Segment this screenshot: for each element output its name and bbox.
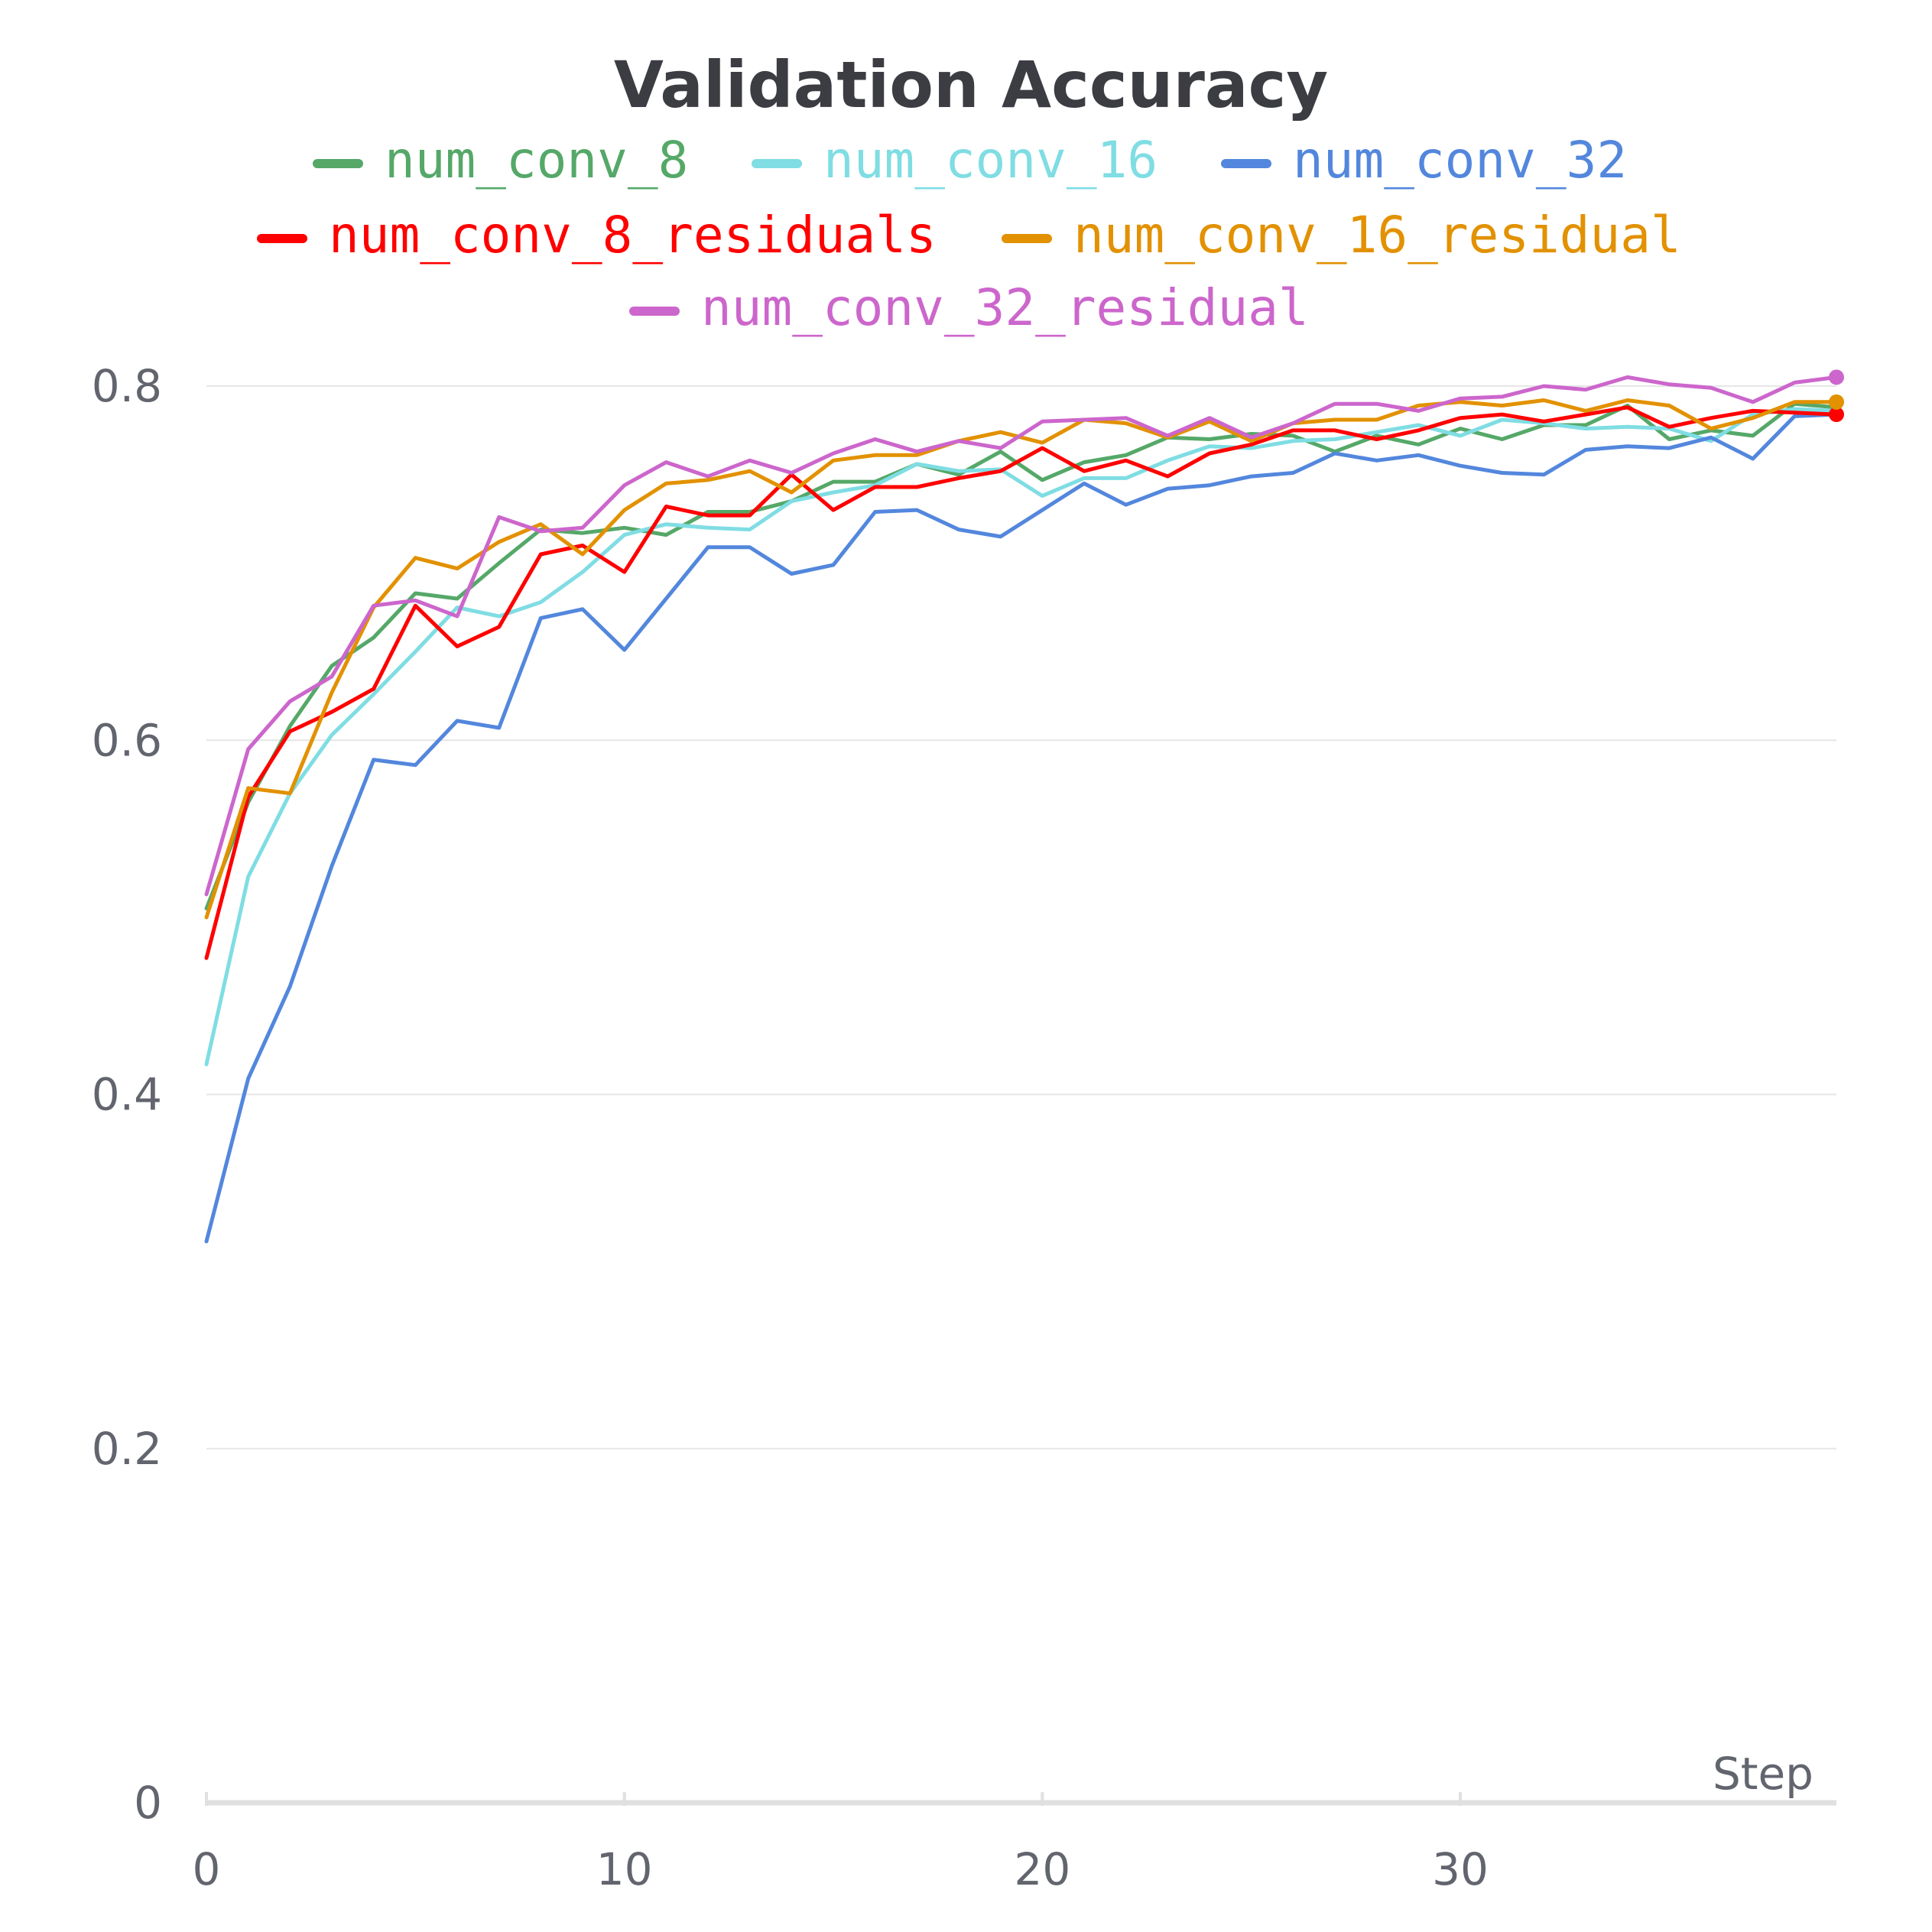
y-axis: 0 0.2 0.4 0.6 0.8 [92, 360, 162, 1829]
series-line-num-conv-32-residual [204, 375, 1839, 897]
x-tick-label: 30 [1432, 1843, 1489, 1895]
legend-item-num-conv-8-residuals[interactable]: num_conv_8_residuals [257, 206, 937, 265]
legend-label: num_conv_32_residual [701, 278, 1309, 337]
series-line-num-conv-8 [204, 401, 1839, 911]
y-tick-label: 0.8 [92, 360, 162, 412]
legend-label: num_conv_32 [1293, 131, 1627, 190]
x-tick-label: 20 [1014, 1843, 1070, 1895]
x-tick-label: 0 [193, 1843, 221, 1895]
series-end-marker [1829, 407, 1844, 423]
x-axis: 0 10 20 30 [193, 1792, 1836, 1895]
grid-lines [206, 385, 1836, 1450]
legend-item-num-conv-16[interactable]: num_conv_16 [752, 131, 1158, 190]
legend-swatch [752, 159, 802, 168]
legend-item-num-conv-32[interactable]: num_conv_32 [1221, 131, 1627, 190]
series-line-num-conv-16-residual [204, 398, 1839, 920]
legend-item-num-conv-8[interactable]: num_conv_8 [313, 131, 688, 190]
legend-swatch [1002, 234, 1052, 243]
y-tick-label: 0.2 [92, 1423, 162, 1475]
legend: num_conv_8 num_conv_16 num_conv_32 num_conv… [257, 131, 1681, 337]
legend-item-num-conv-32-residual[interactable]: num_conv_32_residual [629, 278, 1309, 337]
legend-label: num_conv_8 [385, 131, 688, 190]
legend-swatch [313, 159, 363, 168]
series-line-num-conv-32 [204, 412, 1839, 1244]
legend-swatch [1221, 159, 1271, 168]
chart-title: Validation Accuracy [614, 47, 1328, 122]
legend-label: num_conv_16 [823, 131, 1158, 190]
legend-swatch [629, 307, 680, 316]
y-tick-label: 0.6 [92, 714, 162, 766]
legend-label: num_conv_8_residuals [329, 206, 937, 265]
series-end-marker [1829, 394, 1844, 410]
series-lines [204, 369, 1844, 1244]
y-tick-label: 0.4 [92, 1069, 162, 1121]
y-tick-label: 0 [134, 1777, 162, 1829]
series-end-marker [1829, 369, 1844, 385]
series-line-num-conv-16 [204, 407, 1839, 1067]
legend-item-num-conv-16-residual[interactable]: num_conv_16_residual [1002, 206, 1681, 265]
x-tick-label: 10 [596, 1843, 653, 1895]
legend-swatch [257, 234, 307, 243]
series-line-num-conv-8-residuals [204, 405, 1839, 960]
x-axis-label: Step [1713, 1748, 1813, 1800]
legend-label: num_conv_16_residual [1073, 206, 1681, 265]
